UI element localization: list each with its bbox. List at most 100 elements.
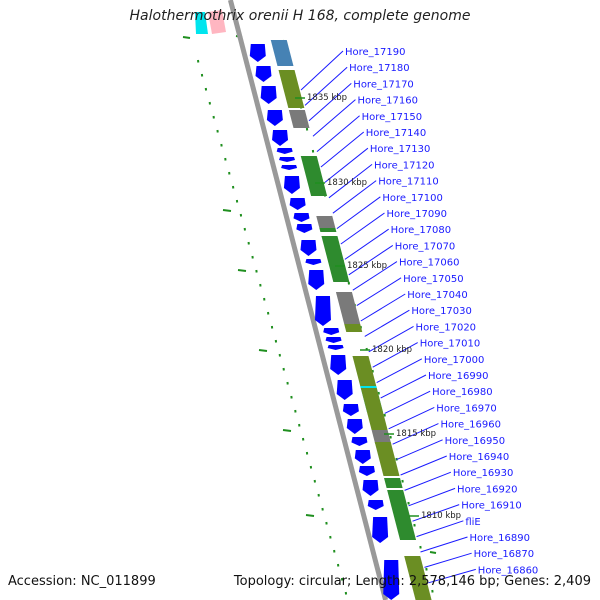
- gene-label: Hore_16940: [449, 452, 510, 463]
- gene-label: Hore_17090: [387, 209, 448, 220]
- gene-label: Hore_16960: [440, 420, 501, 431]
- cog-block: [387, 490, 408, 508]
- gene-label: Hore_16870: [474, 549, 535, 560]
- kbp-marker-label: 1825 kbp: [347, 261, 387, 271]
- gene-label: Hore_17110: [378, 177, 439, 188]
- gene-leader-line: [420, 536, 468, 553]
- gene-leader-line: [416, 520, 464, 538]
- gene-label: Hore_17060: [399, 258, 460, 269]
- gene-leader-line: [392, 423, 439, 445]
- gene-leader-line: [384, 390, 431, 414]
- gene-label: Hore_17150: [362, 112, 423, 123]
- cds-arrow: [249, 44, 266, 62]
- cds-arrow: [255, 66, 272, 82]
- cds-arrow: [305, 259, 322, 265]
- gene-label: Hore_17040: [407, 290, 468, 301]
- gene-label: Hore_17050: [403, 274, 464, 285]
- cds-arrow: [354, 450, 371, 464]
- cds-arrow: [314, 296, 331, 326]
- gene-leader-line: [356, 277, 402, 307]
- gene-label: Hore_16970: [436, 403, 497, 414]
- cog-block: [278, 70, 305, 108]
- gene-label: Hore_16930: [453, 468, 514, 479]
- gene-leader-line: [332, 180, 377, 214]
- cog-block: [319, 228, 337, 232]
- gene-label: Hore_17170: [353, 79, 414, 90]
- track-tick: [182, 36, 191, 39]
- gene-leader-line: [300, 50, 344, 91]
- gene-leader-line: [320, 131, 365, 168]
- gene-leader-line: [372, 342, 418, 368]
- cds-arrow: [346, 419, 363, 434]
- gene-leader-line: [312, 99, 356, 137]
- cds-arrow: [272, 130, 289, 146]
- gene-leader-line: [408, 487, 456, 507]
- cog-block: [352, 356, 377, 388]
- cds-arrow: [323, 328, 340, 335]
- map-title: Halothermothrix orenii H 168, complete g…: [129, 8, 471, 24]
- kbp-marker-label: 1830 kbp: [327, 178, 367, 188]
- cog-block: [316, 216, 336, 228]
- cds-arrow: [260, 86, 277, 104]
- cds-arrow: [351, 437, 368, 446]
- track-tick: [222, 209, 232, 212]
- gene-leader-line: [368, 325, 414, 353]
- gene-leader-line: [380, 374, 427, 399]
- gene-leader-line: [376, 358, 423, 384]
- gene-leader-line: [424, 552, 472, 568]
- gene-leader-line: [340, 212, 385, 245]
- cds-arrow: [296, 224, 313, 233]
- track-tick: [237, 269, 247, 272]
- gene-label: Hore_16920: [457, 484, 518, 495]
- cog-block: [335, 292, 361, 324]
- gene-label: Hore_16990: [428, 371, 489, 382]
- gene-leader-line: [412, 504, 460, 522]
- kbp-marker-label: 1835 kbp: [307, 93, 347, 103]
- track-tick: [282, 429, 292, 432]
- cds-arrow: [281, 165, 298, 170]
- gene-leader-line: [428, 568, 476, 584]
- cog-block: [321, 236, 350, 282]
- gene-label: Hore_17080: [391, 225, 452, 236]
- gene-label: Hore_17010: [420, 339, 481, 350]
- cds-arrow: [362, 480, 379, 496]
- cds-arrow: [325, 337, 342, 343]
- gene-label: Hore_16950: [445, 436, 506, 447]
- gene-label: Hore_16980: [432, 387, 493, 398]
- cog-block: [288, 110, 310, 128]
- gene-leader-line: [388, 406, 435, 430]
- cds-arrow: [266, 110, 283, 126]
- cds-arrow: [308, 270, 325, 290]
- gene-label: Hore_17120: [374, 160, 435, 171]
- gene-leader-line: [308, 83, 352, 122]
- gene-leader-line: [404, 471, 452, 491]
- gene-label: Hore_17100: [382, 193, 443, 204]
- gene-leader-line: [352, 261, 398, 291]
- cds-arrow: [276, 148, 293, 154]
- cds-arrow: [336, 380, 353, 400]
- cds-arrow: [372, 517, 389, 543]
- cog-block: [391, 508, 417, 540]
- kbp-marker-label: 1815 kbp: [396, 429, 436, 439]
- cds-arrow: [327, 345, 344, 350]
- gene-label: Hore_16910: [461, 501, 522, 512]
- cds-arrow: [289, 198, 306, 210]
- gene-leader-line: [364, 309, 410, 337]
- cog-block: [300, 156, 328, 196]
- cds-arrow: [300, 240, 317, 256]
- cog-cyan-block: [195, 12, 208, 34]
- cds-arrow: [342, 404, 359, 416]
- cog-pink-block: [208, 10, 226, 34]
- cds-arrow: [358, 466, 375, 476]
- cds-arrow: [279, 157, 296, 162]
- gene-leader-line: [336, 196, 381, 230]
- gene-leader-line: [400, 455, 447, 476]
- gene-label: Hore_17130: [370, 144, 431, 155]
- gene-label: fliE: [465, 517, 480, 528]
- gene-leader-line: [328, 164, 373, 199]
- genome-backbone: [227, 0, 388, 600]
- track-tick: [429, 551, 437, 554]
- gene-label: Hore_17070: [395, 241, 456, 252]
